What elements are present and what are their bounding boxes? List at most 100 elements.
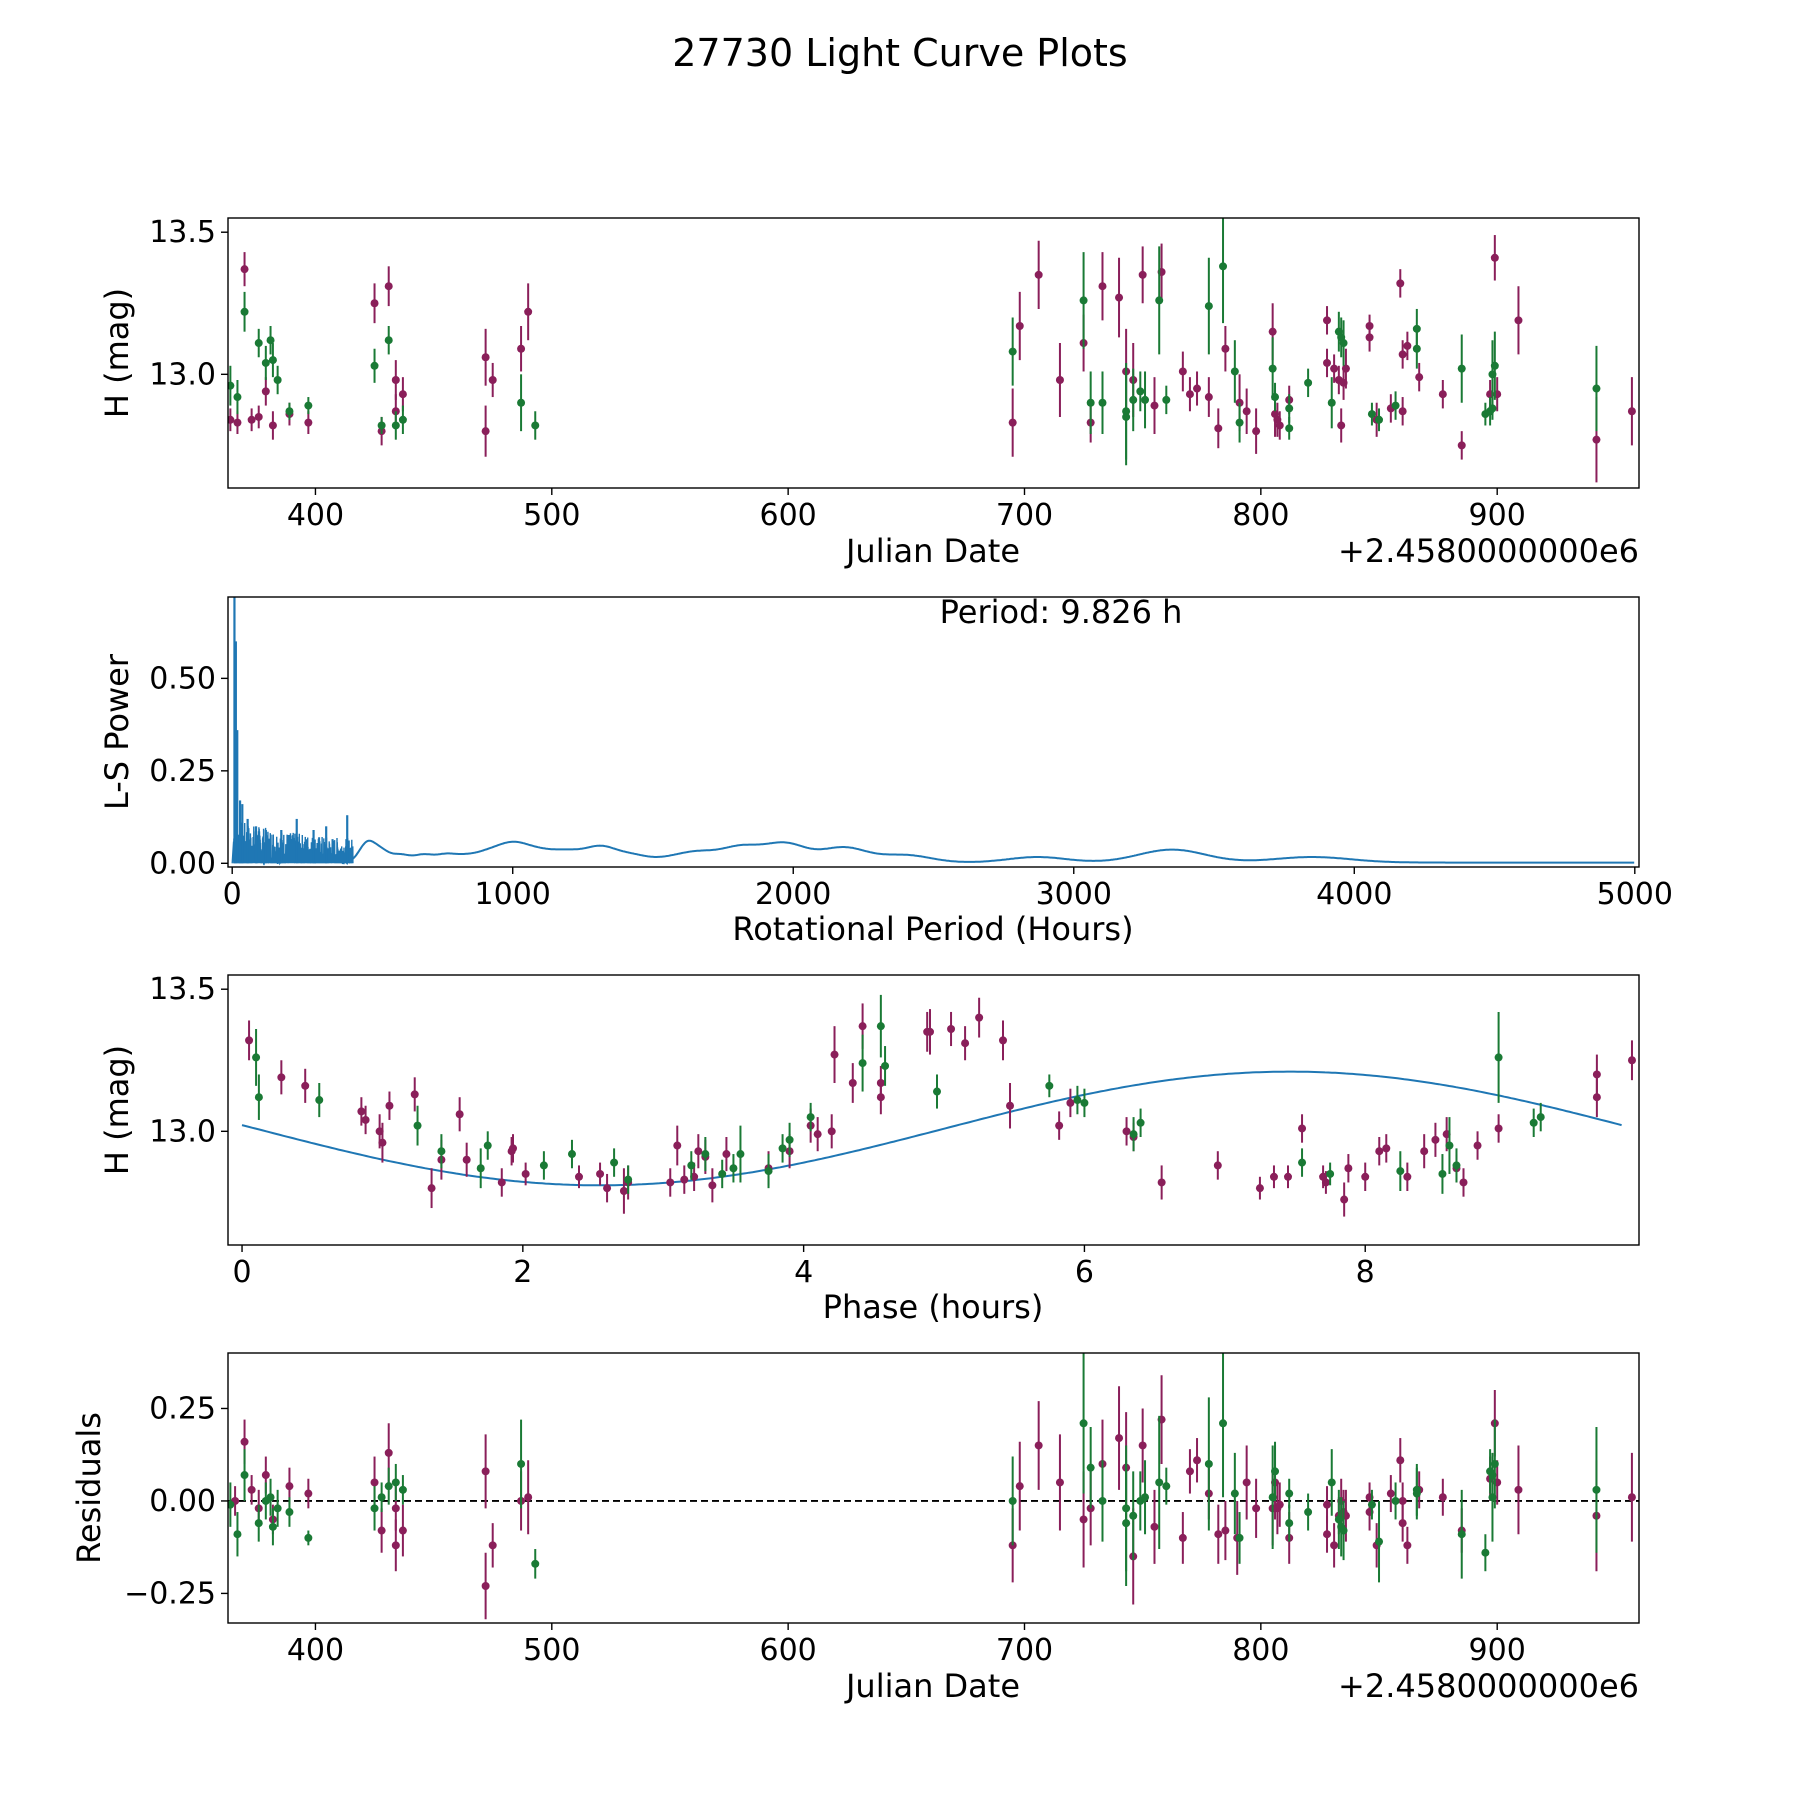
phased-series-green-filter [252,994,1545,1194]
data-point [876,1022,885,1031]
data-point [427,1184,436,1193]
data-point [1129,1130,1138,1139]
data-point [1255,1184,1264,1193]
data-point [1398,350,1407,359]
data-point [370,361,379,370]
data-point [1323,1530,1332,1539]
data-point [1193,384,1202,393]
data-point [413,1121,422,1130]
data-point [1204,1459,1213,1468]
data-point [1066,1098,1075,1107]
residuals-panel: 400 500 600 700 800 900 −0.25 0.00 0.25 Julian D… [70,1352,1640,1705]
data-point [778,1144,787,1153]
data-point [858,1059,867,1068]
data-point [1079,1419,1088,1428]
residuals-ytick-label: 0.00 [149,1484,216,1519]
data-point [1178,1533,1187,1542]
data-point [285,407,294,416]
phased-ylabel: H (mag) [98,1045,136,1175]
lightcurve-series-green-filter [228,218,1601,466]
data-point [1326,1169,1335,1178]
data-point [881,1061,890,1070]
residuals-xtick-label: 400 [287,1633,344,1668]
data-point [722,1150,731,1159]
data-point [240,1437,249,1446]
data-point [1323,316,1332,325]
periodogram-xtick-label: 5000 [1597,877,1673,912]
data-point [268,356,277,365]
data-point [1055,376,1064,384]
model-fit-curve [241,1070,1622,1187]
residuals-xtick-label: 800 [1232,1633,1289,1668]
data-point [1015,1482,1024,1491]
lightcurve-xlabel: Julian Date [844,532,1020,570]
data-point [481,353,490,362]
data-point [304,1489,313,1498]
data-point [1415,373,1424,382]
data-point [1141,395,1150,404]
data-point [1396,279,1405,288]
data-point [1627,407,1636,416]
data-point [1150,1522,1159,1531]
data-point [481,427,490,436]
data-point [1398,407,1407,416]
data-point [1391,401,1400,410]
data-point [1138,270,1147,279]
data-point [1115,293,1124,302]
residuals-xtick-label: 900 [1469,1633,1526,1668]
data-point [462,1155,471,1164]
data-point [1115,1434,1124,1443]
data-point [1592,1485,1601,1494]
phased-xlabel: Phase (hours) [823,1288,1044,1326]
data-point [377,1526,386,1535]
data-point [488,1541,497,1550]
residuals-ylabel: Residuals [70,1412,108,1564]
data-point [1136,387,1145,396]
lightcurve-xtick-label: 900 [1469,498,1526,533]
data-point [1339,339,1348,348]
data-point [509,1144,518,1153]
data-point [301,1081,310,1090]
data-point [1122,412,1131,421]
data-point [1304,1508,1313,1517]
phased-plot-layer [241,994,1636,1217]
data-point [1141,1493,1150,1502]
residuals-ytick-label: −0.25 [124,1576,216,1611]
data-point [1330,1541,1339,1550]
data-point [285,1482,294,1491]
data-point [1252,1504,1261,1513]
data-point [1269,1172,1278,1181]
data-point [384,1448,393,1457]
data-point [827,1127,836,1136]
data-point [1431,1135,1440,1144]
data-point [947,1025,956,1033]
data-point [1412,1485,1421,1494]
data-point [806,1113,815,1122]
data-point [1473,1141,1482,1150]
periodogram-ytick-label: 0.00 [149,846,216,881]
data-point [687,1161,696,1170]
data-point [1321,1178,1330,1187]
data-point [1365,333,1374,342]
data-point [1271,1467,1280,1476]
data-point [1375,1537,1384,1546]
data-point [1375,415,1384,424]
phased-xtick-label: 6 [1075,1255,1094,1290]
data-point [455,1110,464,1119]
data-point [228,1500,235,1509]
data-point [521,1169,530,1178]
data-point [398,390,407,399]
data-point [1536,1113,1545,1122]
data-point [848,1079,857,1087]
data-point [1157,1178,1166,1187]
data-point [233,393,242,402]
data-point [1219,1419,1228,1428]
data-point [247,415,256,424]
data-point [596,1169,605,1178]
residuals-xtick-label: 600 [760,1633,817,1668]
data-point [1055,1121,1064,1130]
data-point [610,1158,619,1167]
data-point [1391,1496,1400,1505]
data-point [680,1175,689,1184]
data-point [1242,407,1251,416]
